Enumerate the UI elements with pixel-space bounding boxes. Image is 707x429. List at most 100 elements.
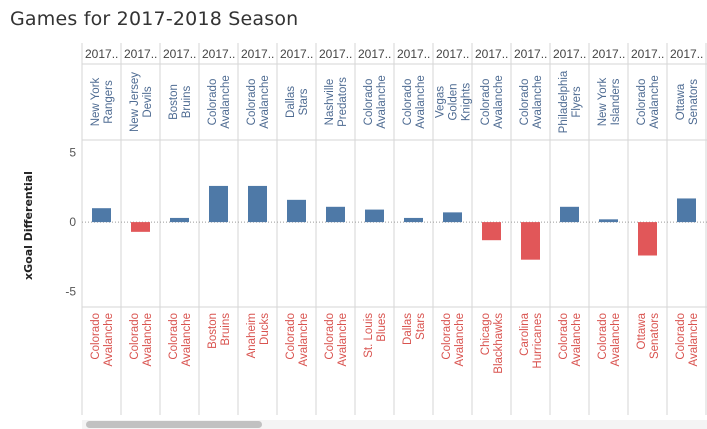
opponent-label-line: Colorado [675,313,687,360]
team-label: NashvillePredators [324,77,349,127]
opponent-label-line: Carolina [519,312,531,355]
team-label: PhiladelphiaFlyers [558,70,583,133]
season-label: 2017.. [163,47,196,61]
team-label-line: Avalanche [220,75,232,129]
season-label: 2017.. [631,47,664,61]
team-label-line: Senators [688,79,700,125]
team-label-line: Vegas [435,86,447,118]
opponent-label: CarolinaHurricanes [519,312,544,368]
opponent-label: ColoradoAvalanche [597,313,622,367]
bar [599,219,618,223]
opponent-label-line: Bruins [220,313,232,346]
opponent-label-line: Avalanche [103,313,115,367]
opponent-label-line: Avalanche [454,313,466,367]
team-label-line: Colorado [207,79,219,126]
opponent-label: ColoradoAvalanche [168,313,193,367]
team-label-line: Avalanche [376,75,388,129]
bar [443,212,462,223]
opponent-label-line: Avalanche [298,313,310,367]
team-label-line: Avalanche [493,75,505,129]
bar [677,198,696,223]
season-label: 2017.. [124,47,157,61]
team-label-line: New York [597,77,609,126]
team-label-line: Colorado [246,79,258,126]
bar [482,222,501,241]
team-label: ColoradoAvalanche [636,75,661,129]
team-label: DallasStars [285,86,310,118]
opponent-label-line: Avalanche [181,313,193,367]
bar [404,217,423,223]
opponent-label: DallasStars [402,313,427,345]
team-label-line: Rangers [103,80,115,124]
season-label: 2017.. [553,47,586,61]
opponent-label-line: Colorado [324,313,336,360]
opponent-label-line: Avalanche [688,313,700,367]
team-label-line: Colorado [519,79,531,126]
season-label: 2017.. [241,47,274,61]
team-label-line: Predators [337,77,349,127]
team-label-line: Stars [298,88,310,115]
opponent-label-line: Colorado [168,313,180,360]
opponent-label-line: Blackhawks [493,313,505,374]
opponent-label-line: Colorado [441,313,453,360]
opponent-label-line: Colorado [285,313,297,360]
opponent-label: St. LouisBlues [363,313,388,358]
opponent-label-line: Senators [649,313,661,359]
season-label: 2017.. [436,47,469,61]
bar [92,208,111,223]
opponent-label: OttawaSenators [636,312,661,359]
opponent-label-line: Boston [207,313,219,349]
opponent-label-line: Anaheim [246,313,258,358]
opponent-label-line: Avalanche [571,313,583,367]
bar [248,185,267,223]
team-label-line: New York [90,77,102,126]
opponent-label-line: Avalanche [142,313,154,367]
opponent-label-line: Colorado [90,313,102,360]
team-label: New JerseyDevils [129,72,154,132]
opponent-label: ColoradoAvalanche [441,313,466,367]
season-label: 2017.. [202,47,235,61]
team-label: OttawaSenators [675,79,700,125]
opponent-label-line: Ottawa [636,312,648,349]
bar [209,185,228,223]
bar [326,206,345,223]
team-label: ColoradoAvalanche [363,75,388,129]
team-label-line: Avalanche [415,75,427,129]
season-label: 2017.. [319,47,352,61]
horizontal-scrollbar-track[interactable] [82,420,707,429]
y-tick-label: -5 [65,285,76,299]
team-label-line: Devils [142,86,154,118]
team-label-line: Islanders [610,78,622,125]
bar [521,222,540,260]
season-label: 2017.. [358,47,391,61]
horizontal-scrollbar-thumb[interactable] [86,421,262,428]
chart-title: Games for 2017-2018 Season [10,8,299,30]
team-label-line: Colorado [402,79,414,126]
opponent-label-line: Avalanche [610,313,622,367]
opponent-label: BostonBruins [207,313,232,349]
opponent-label-line: Hurricanes [532,313,544,369]
team-label: ColoradoAvalanche [480,75,505,129]
season-label: 2017.. [280,47,313,61]
bar [287,199,306,223]
opponent-label-line: Avalanche [337,313,349,367]
season-label: 2017.. [592,47,625,61]
bar [560,206,579,223]
opponent-label: ColoradoAvalanche [675,313,700,367]
season-label: 2017.. [670,47,703,61]
season-label: 2017.. [397,47,430,61]
opponent-label-line: Colorado [558,313,570,360]
team-label-line: Philadelphia [558,70,570,133]
bar [170,217,189,223]
opponent-label-line: St. Louis [363,313,375,358]
team-label-line: Boston [168,84,180,120]
season-label: 2017.. [85,47,118,61]
bar [131,222,150,232]
team-label: ColoradoAvalanche [246,75,271,129]
opponent-label: ColoradoAvalanche [285,313,310,367]
y-tick-label: 0 [69,215,76,229]
y-tick-label: 5 [69,146,76,160]
season-label: 2017.. [514,47,547,61]
team-label-line: Avalanche [649,75,661,129]
team-label: ColoradoAvalanche [402,75,427,129]
